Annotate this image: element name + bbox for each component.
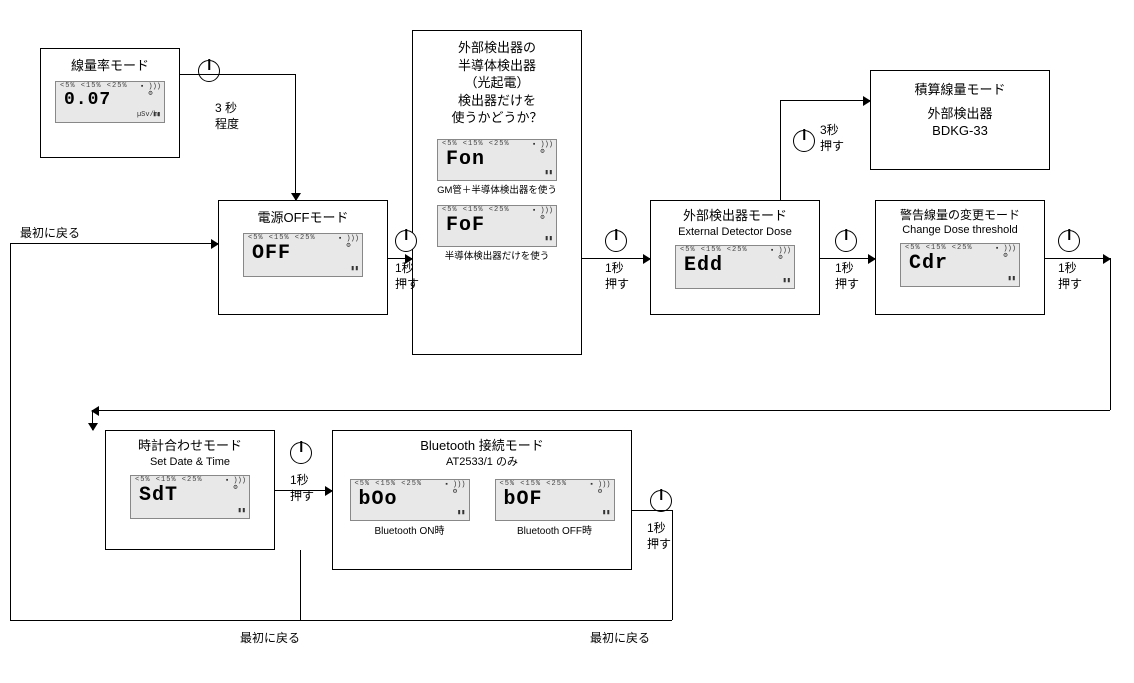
edge bbox=[632, 510, 672, 511]
edge bbox=[10, 243, 218, 244]
power-icon bbox=[605, 230, 627, 252]
power-icon bbox=[1058, 230, 1080, 252]
label-l8: 1秒 押す bbox=[647, 520, 671, 552]
node-off: 電源OFFモード<5% <15% <25%OFF▪ )))⚙▮▮ bbox=[218, 200, 388, 315]
edge bbox=[780, 100, 870, 101]
power-icon bbox=[835, 230, 857, 252]
title-off: 電源OFFモード bbox=[223, 209, 383, 227]
power-icon bbox=[793, 130, 815, 152]
power-icon bbox=[395, 230, 417, 252]
edge bbox=[275, 490, 332, 491]
edge bbox=[388, 258, 412, 259]
title-sdt: 時計合わせモード bbox=[110, 437, 270, 455]
label-back1: 最初に戻る bbox=[240, 630, 300, 646]
label-l7: 1秒 押す bbox=[290, 472, 314, 504]
power-icon bbox=[198, 60, 220, 82]
label-l6: 3秒 押す bbox=[820, 122, 844, 154]
label-back2: 最初に戻る bbox=[590, 630, 650, 646]
diagram-stage: 線量率モード<5% <15% <25%0.07µSv/h▪ )))⚙▮▮ 電源OF… bbox=[0, 0, 1134, 683]
node-fon: 外部検出器の 半導体検出器 （光起電） 検出器だけを 使うかどうか？<5% <1… bbox=[412, 30, 582, 355]
label-l1: 3 秒 程度 bbox=[215, 100, 239, 132]
label-l4: 1秒 押す bbox=[835, 260, 859, 292]
title-fon: 外部検出器の 半導体検出器 （光起電） 検出器だけを 使うかどうか？ bbox=[419, 39, 575, 127]
title-bluetooth: Bluetooth 接続モード bbox=[337, 437, 627, 455]
power-icon bbox=[290, 442, 312, 464]
title-cumulative: 積算線量モード bbox=[875, 81, 1045, 99]
edge bbox=[1110, 258, 1111, 410]
title-cdr: 警告線量の変更モード bbox=[880, 207, 1040, 223]
node-bluetooth: Bluetooth 接続モードAT2533/1 のみ<5% <15% <25%b… bbox=[332, 430, 632, 570]
edge bbox=[780, 100, 781, 200]
edge bbox=[10, 243, 11, 620]
node-cdr: 警告線量の変更モードChange Dose threshold<5% <15% … bbox=[875, 200, 1045, 315]
edge bbox=[820, 258, 875, 259]
label-l2: 1秒 押す bbox=[395, 260, 419, 292]
node-sdt: 時計合わせモードSet Date & Time<5% <15% <25%SdT▪… bbox=[105, 430, 275, 550]
label-back0: 最初に戻る bbox=[20, 225, 80, 241]
edge bbox=[92, 410, 93, 430]
label-l5: 1秒 押す bbox=[1058, 260, 1082, 292]
edge bbox=[10, 620, 672, 621]
title-dose-rate: 線量率モード bbox=[45, 57, 175, 75]
edge bbox=[672, 510, 673, 620]
power-icon bbox=[650, 490, 672, 512]
edge bbox=[92, 410, 1110, 411]
edge bbox=[582, 258, 650, 259]
edge bbox=[300, 550, 301, 620]
node-edd: 外部検出器モードExternal Detector Dose<5% <15% <… bbox=[650, 200, 820, 315]
edge bbox=[180, 74, 295, 75]
label-l3: 1秒 押す bbox=[605, 260, 629, 292]
title-edd: 外部検出器モード bbox=[655, 207, 815, 225]
edge bbox=[735, 200, 780, 201]
edge bbox=[1045, 258, 1110, 259]
node-cumulative: 積算線量モード外部検出器BDKG-33 bbox=[870, 70, 1050, 170]
edge bbox=[295, 74, 296, 200]
node-dose-rate: 線量率モード<5% <15% <25%0.07µSv/h▪ )))⚙▮▮ bbox=[40, 48, 180, 158]
